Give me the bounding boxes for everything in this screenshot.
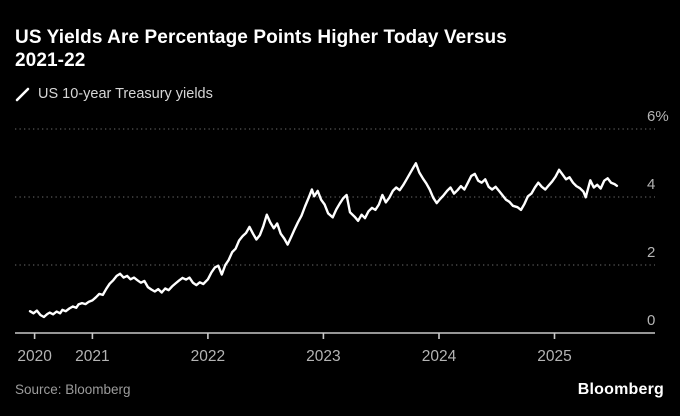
- x-tick-label: 2024: [422, 348, 457, 365]
- source-text: Source: Bloomberg: [15, 382, 131, 397]
- x-tick-label: 2023: [306, 348, 340, 365]
- yield-line-series: [28, 162, 619, 319]
- chart-footer: Source: Bloomberg Bloomberg: [15, 381, 664, 399]
- y-tick-label: 0: [647, 312, 655, 329]
- y-tick-label: 6%: [647, 108, 669, 125]
- legend-label: US 10-year Treasury yields: [38, 86, 213, 102]
- x-tick-label: 2022: [191, 348, 225, 365]
- yield-line-chart: 0 2 4 6% 2020 2021 2022 2023 2024 2025: [15, 108, 669, 365]
- x-tick-label: 2021: [75, 348, 109, 365]
- x-tick-label: 2020: [17, 348, 52, 365]
- legend: US 10-year Treasury yields: [15, 85, 213, 103]
- y-tick-label: 4: [647, 176, 655, 193]
- y-tick-label: 2: [647, 244, 655, 261]
- x-tick-label: 2025: [537, 348, 571, 365]
- line-series-marker-icon: [15, 87, 30, 101]
- bloomberg-logo: Bloomberg: [577, 381, 664, 398]
- page-title: US Yields Are Percentage Points Higher T…: [15, 26, 507, 71]
